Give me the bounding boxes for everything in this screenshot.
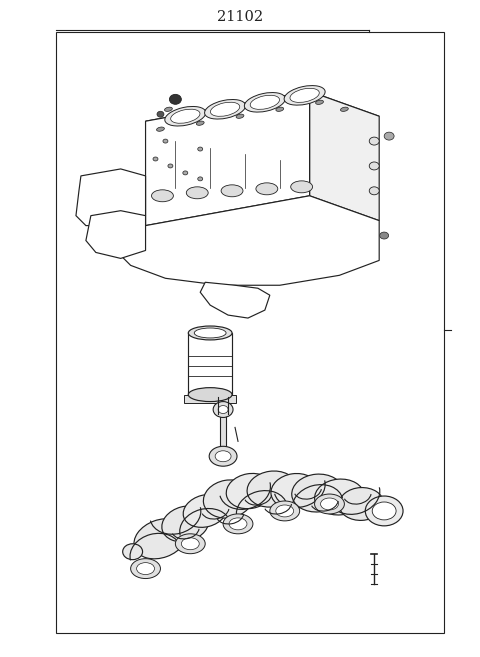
- Ellipse shape: [380, 232, 389, 239]
- Ellipse shape: [137, 562, 155, 575]
- Ellipse shape: [276, 505, 294, 517]
- Ellipse shape: [247, 471, 297, 507]
- Ellipse shape: [271, 474, 318, 509]
- Ellipse shape: [316, 101, 324, 104]
- Ellipse shape: [209, 446, 237, 466]
- Ellipse shape: [223, 514, 253, 533]
- Ellipse shape: [204, 480, 253, 518]
- Ellipse shape: [163, 139, 168, 143]
- Polygon shape: [310, 91, 379, 221]
- Ellipse shape: [198, 147, 203, 151]
- Ellipse shape: [369, 187, 379, 194]
- Polygon shape: [76, 169, 145, 225]
- Ellipse shape: [365, 496, 403, 526]
- Ellipse shape: [369, 137, 379, 145]
- Ellipse shape: [156, 127, 164, 131]
- Ellipse shape: [165, 107, 172, 112]
- Ellipse shape: [292, 474, 343, 512]
- Ellipse shape: [198, 177, 203, 181]
- Ellipse shape: [183, 171, 188, 175]
- Ellipse shape: [204, 99, 246, 119]
- Ellipse shape: [123, 544, 143, 560]
- Ellipse shape: [213, 401, 233, 417]
- Ellipse shape: [134, 519, 187, 559]
- Ellipse shape: [250, 95, 279, 109]
- Bar: [56, 32, 444, 633]
- Ellipse shape: [215, 451, 231, 462]
- Ellipse shape: [372, 502, 396, 520]
- Ellipse shape: [188, 326, 232, 340]
- Ellipse shape: [229, 518, 247, 530]
- Ellipse shape: [276, 107, 284, 112]
- Ellipse shape: [131, 558, 160, 579]
- Ellipse shape: [384, 132, 394, 140]
- Ellipse shape: [314, 479, 364, 515]
- Ellipse shape: [196, 121, 204, 125]
- Ellipse shape: [226, 474, 274, 509]
- Ellipse shape: [186, 187, 208, 199]
- Ellipse shape: [290, 88, 319, 102]
- Polygon shape: [145, 91, 310, 225]
- FancyArrow shape: [220, 411, 226, 451]
- Ellipse shape: [210, 102, 240, 116]
- Ellipse shape: [284, 85, 325, 105]
- Ellipse shape: [168, 164, 173, 168]
- Ellipse shape: [152, 190, 173, 202]
- Ellipse shape: [314, 494, 344, 514]
- Ellipse shape: [157, 111, 164, 117]
- Ellipse shape: [181, 538, 199, 550]
- Ellipse shape: [236, 114, 244, 118]
- Ellipse shape: [321, 498, 338, 510]
- Ellipse shape: [188, 388, 232, 401]
- Polygon shape: [86, 211, 145, 258]
- Ellipse shape: [183, 495, 227, 528]
- Ellipse shape: [270, 501, 300, 521]
- Ellipse shape: [221, 185, 243, 196]
- Ellipse shape: [169, 95, 181, 104]
- Ellipse shape: [340, 107, 348, 112]
- Text: 21102: 21102: [217, 10, 263, 24]
- Ellipse shape: [165, 106, 206, 126]
- Ellipse shape: [244, 93, 286, 112]
- Ellipse shape: [153, 157, 158, 161]
- Polygon shape: [145, 91, 379, 146]
- Ellipse shape: [339, 487, 384, 520]
- Ellipse shape: [171, 109, 200, 124]
- Ellipse shape: [369, 162, 379, 170]
- Bar: [184, 395, 236, 403]
- Ellipse shape: [218, 405, 228, 413]
- Ellipse shape: [162, 506, 209, 542]
- Ellipse shape: [194, 328, 226, 338]
- Ellipse shape: [291, 181, 312, 193]
- Ellipse shape: [175, 533, 205, 554]
- Polygon shape: [200, 283, 270, 318]
- Ellipse shape: [256, 183, 278, 194]
- Polygon shape: [116, 196, 379, 285]
- Bar: [188, 333, 232, 395]
